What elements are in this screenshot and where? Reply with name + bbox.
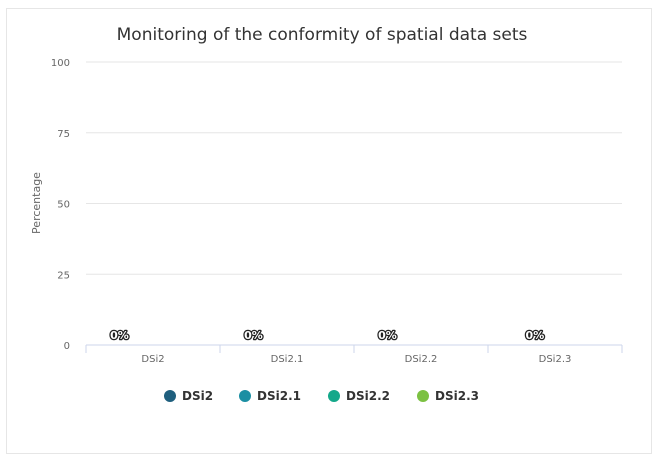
y-tick-label: 50 [57, 200, 70, 211]
data-label: 0% [110, 329, 129, 342]
y-tick-label: 75 [57, 129, 70, 140]
x-tick-label: DSi2.1 [271, 354, 304, 365]
legend-item-label[interactable]: DSi2.1 [257, 389, 301, 403]
data-label: 0% [378, 329, 397, 342]
y-axis-ticks: 0 25 50 75 100 [51, 58, 70, 352]
chart-card [6, 8, 652, 454]
x-tick-label: DSi2 [141, 354, 164, 365]
legend-marker[interactable] [239, 390, 251, 402]
legend-item-label[interactable]: DSi2.3 [435, 389, 479, 403]
x-tick-label: DSi2.2 [405, 354, 438, 365]
chart-title: Monitoring of the conformity of spatial … [117, 25, 528, 45]
legend-item-label[interactable]: DSi2 [182, 389, 213, 403]
legend-marker[interactable] [417, 390, 429, 402]
grid-lines [86, 61, 622, 275]
y-axis-title: Percentage [30, 172, 43, 234]
x-axis: DSi2 DSi2.1 DSi2.2 DSi2.3 [85, 344, 623, 365]
data-labels: 0% 0% 0% 0% [109, 328, 546, 344]
legend-marker[interactable] [164, 390, 176, 402]
legend-marker[interactable] [328, 390, 340, 402]
y-tick-label: 0 [64, 341, 70, 352]
y-tick-label: 25 [57, 270, 70, 281]
legend: DSi2 DSi2.1 DSi2.2 DSi2.3 [164, 389, 479, 403]
y-tick-label: 100 [51, 58, 70, 69]
data-label: 0% [526, 329, 545, 342]
data-label: 0% [244, 329, 263, 342]
legend-item-label[interactable]: DSi2.2 [346, 389, 390, 403]
x-tick-label: DSi2.3 [539, 354, 572, 365]
